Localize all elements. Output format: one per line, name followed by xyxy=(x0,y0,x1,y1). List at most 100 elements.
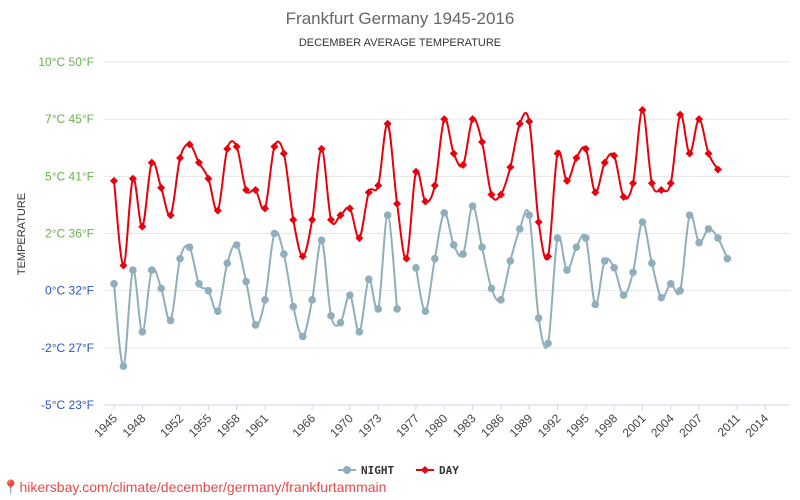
night-point[interactable] xyxy=(610,264,618,272)
day-point[interactable] xyxy=(185,140,194,149)
day-point[interactable] xyxy=(138,222,147,231)
night-point[interactable] xyxy=(346,291,354,300)
night-point[interactable] xyxy=(657,293,666,302)
night-point[interactable] xyxy=(261,296,269,304)
night-point[interactable] xyxy=(147,266,156,274)
day-point[interactable] xyxy=(562,176,571,185)
day-point[interactable] xyxy=(430,181,439,190)
day-point[interactable] xyxy=(393,199,402,208)
day-point[interactable] xyxy=(166,211,175,220)
night-point[interactable] xyxy=(308,296,316,304)
night-point[interactable] xyxy=(383,211,392,220)
night-point[interactable] xyxy=(591,300,600,309)
day-point[interactable] xyxy=(638,106,647,115)
day-point[interactable] xyxy=(223,144,232,153)
night-point[interactable] xyxy=(431,254,439,263)
night-point[interactable] xyxy=(270,229,279,238)
day-point[interactable] xyxy=(345,204,354,213)
legend-item-night[interactable]: NIGHT xyxy=(338,464,394,477)
night-point[interactable] xyxy=(251,321,260,329)
day-point[interactable] xyxy=(544,252,553,261)
day-point[interactable] xyxy=(487,190,496,199)
night-point[interactable] xyxy=(166,316,175,325)
night-point[interactable] xyxy=(685,211,694,220)
night-point[interactable] xyxy=(666,280,675,288)
night-point[interactable] xyxy=(468,202,477,210)
day-point[interactable] xyxy=(695,115,704,124)
night-point[interactable] xyxy=(157,284,165,293)
day-point[interactable] xyxy=(411,167,420,176)
night-point[interactable] xyxy=(119,362,128,370)
day-point[interactable] xyxy=(496,190,505,199)
night-point[interactable] xyxy=(440,209,449,217)
night-point[interactable] xyxy=(544,339,552,348)
night-point[interactable] xyxy=(129,266,137,274)
day-point[interactable] xyxy=(459,160,468,169)
day-point[interactable] xyxy=(713,165,722,174)
day-point[interactable] xyxy=(449,149,458,158)
night-point[interactable] xyxy=(298,332,307,341)
night-point[interactable] xyxy=(478,243,486,252)
night-point[interactable] xyxy=(600,257,609,265)
night-point[interactable] xyxy=(317,236,326,245)
day-point[interactable] xyxy=(657,186,666,195)
day-point[interactable] xyxy=(704,149,713,158)
night-point[interactable] xyxy=(185,243,194,252)
night-point[interactable] xyxy=(412,264,420,272)
day-point[interactable] xyxy=(506,163,515,172)
night-point[interactable] xyxy=(582,234,590,242)
night-point[interactable] xyxy=(723,254,732,263)
night-point[interactable] xyxy=(459,250,467,258)
day-point[interactable] xyxy=(289,215,298,224)
day-point[interactable] xyxy=(534,218,543,227)
day-point[interactable] xyxy=(666,179,675,188)
night-point[interactable] xyxy=(515,225,524,233)
night-point[interactable] xyxy=(506,257,515,265)
day-point[interactable] xyxy=(647,179,656,188)
day-point[interactable] xyxy=(204,174,213,183)
night-point[interactable] xyxy=(534,314,543,322)
day-point[interactable] xyxy=(270,142,279,151)
night-point[interactable] xyxy=(497,296,505,304)
legend-item-day[interactable]: DAY xyxy=(416,464,459,477)
night-point[interactable] xyxy=(487,284,496,293)
day-point[interactable] xyxy=(128,174,137,183)
day-point[interactable] xyxy=(383,119,392,128)
night-point[interactable] xyxy=(449,241,458,249)
day-point[interactable] xyxy=(242,186,251,195)
night-point[interactable] xyxy=(563,266,571,274)
day-point[interactable] xyxy=(336,211,345,220)
day-point[interactable] xyxy=(260,204,269,213)
night-point[interactable] xyxy=(619,291,628,300)
night-point[interactable] xyxy=(393,305,401,313)
day-point[interactable] xyxy=(327,215,336,224)
day-point[interactable] xyxy=(440,115,449,124)
night-point[interactable] xyxy=(138,328,147,336)
night-point[interactable] xyxy=(327,312,335,320)
night-point[interactable] xyxy=(195,280,203,288)
night-point[interactable] xyxy=(676,286,684,295)
day-point[interactable] xyxy=(402,254,411,263)
night-point[interactable] xyxy=(110,280,118,288)
day-point[interactable] xyxy=(374,181,383,190)
day-point[interactable] xyxy=(317,144,326,153)
night-point[interactable] xyxy=(232,241,241,249)
day-point[interactable] xyxy=(553,149,562,158)
day-point[interactable] xyxy=(279,149,288,158)
night-point[interactable] xyxy=(695,238,703,247)
day-point[interactable] xyxy=(213,206,222,215)
day-point[interactable] xyxy=(572,154,581,163)
night-point[interactable] xyxy=(280,250,288,258)
night-point[interactable] xyxy=(289,302,298,311)
day-point[interactable] xyxy=(685,149,694,158)
day-point[interactable] xyxy=(355,234,364,243)
night-point[interactable] xyxy=(638,218,647,226)
day-point[interactable] xyxy=(251,186,260,195)
night-point[interactable] xyxy=(704,225,713,233)
night-point[interactable] xyxy=(204,286,213,295)
day-point[interactable] xyxy=(157,183,166,192)
night-point[interactable] xyxy=(714,234,722,242)
day-point[interactable] xyxy=(298,252,307,261)
night-point[interactable] xyxy=(242,277,250,286)
night-point[interactable] xyxy=(223,259,232,268)
